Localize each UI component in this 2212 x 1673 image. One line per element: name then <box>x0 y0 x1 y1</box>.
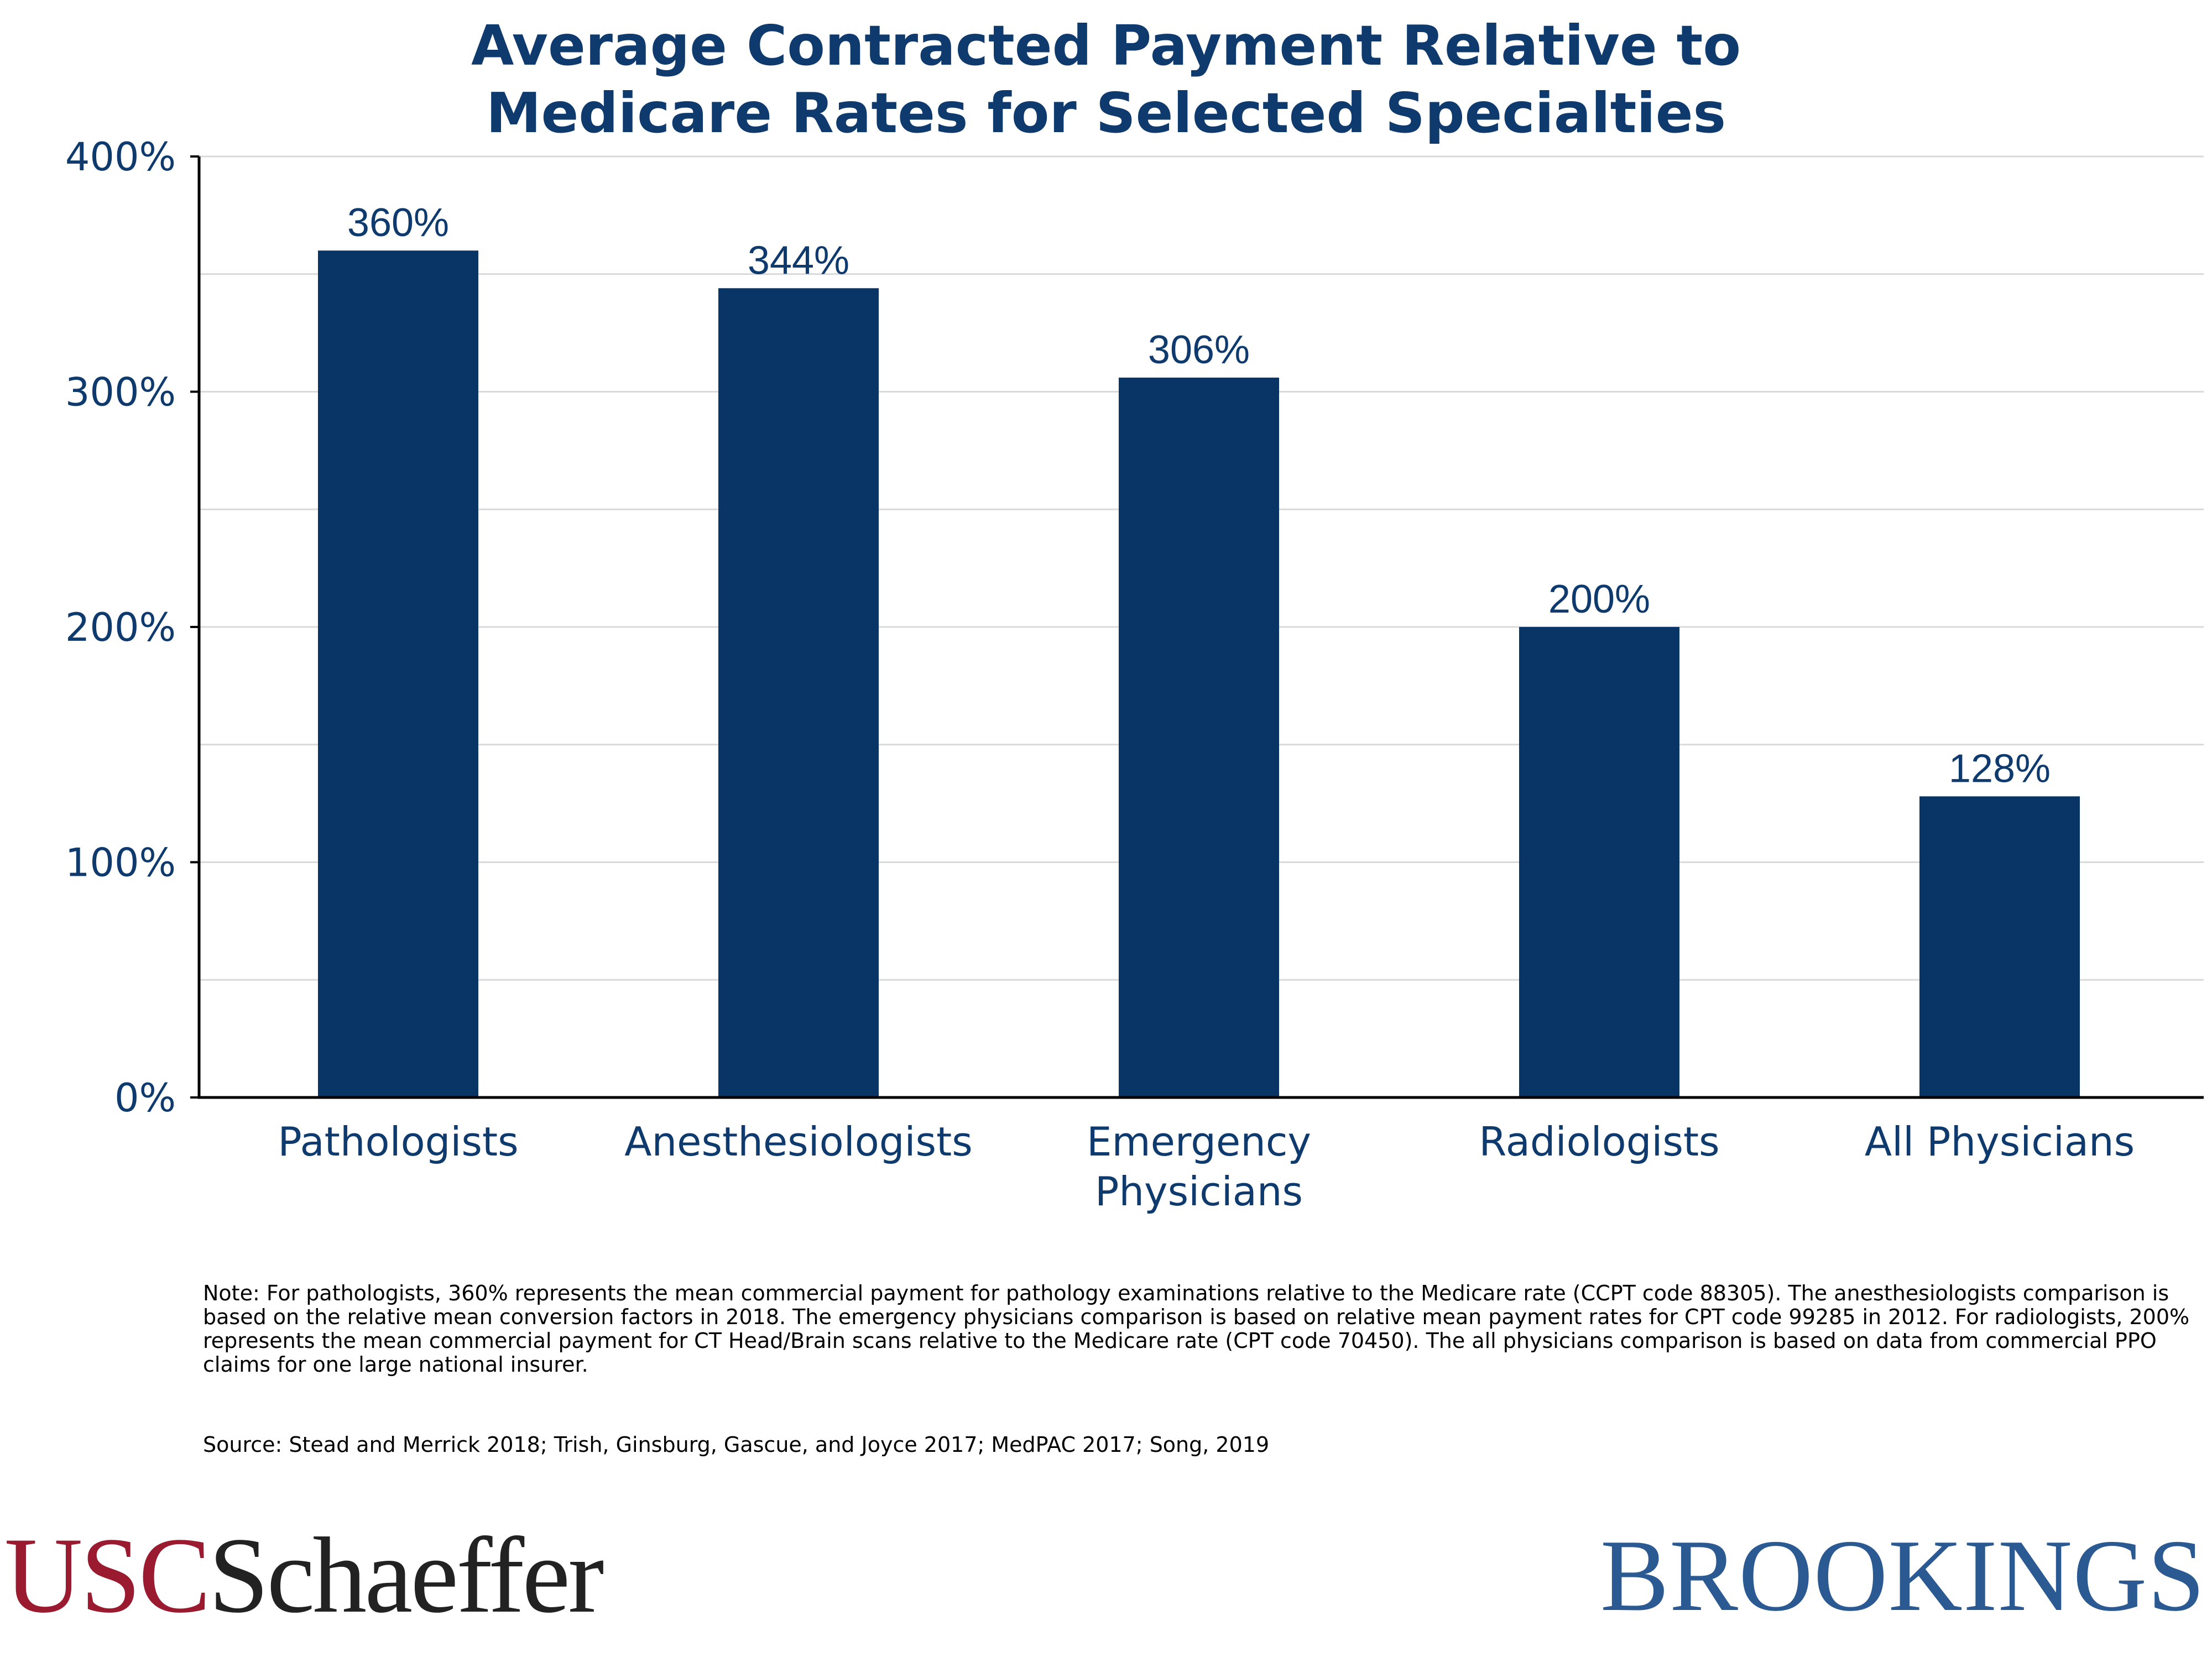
x-category-label-line: All Physicians <box>1865 1118 2135 1165</box>
bar-data-label: 344% <box>748 238 849 283</box>
x-category-label-line: Radiologists <box>1479 1118 1719 1165</box>
bar <box>318 250 478 1098</box>
schaeffer-logo-part: Schaeffer <box>208 1515 604 1635</box>
x-category-label-line: Physicians <box>1095 1168 1303 1215</box>
bar-chart: 0% 100% 200% 300% 400% 360% Pathologists 344% An… <box>65 134 2204 1215</box>
bar-data-label: 360% <box>347 201 449 245</box>
y-tick-label: 100% <box>65 840 176 886</box>
chart-source: Source: Stead and Merrick 2018; Trish, G… <box>203 1432 1270 1457</box>
bar-data-label: 128% <box>1949 746 2051 791</box>
brookings-logo: BROOKINGS <box>1600 1519 2205 1633</box>
bar-data-label: 200% <box>1548 577 1650 621</box>
bar <box>718 288 879 1097</box>
x-category-label-line: Emergency <box>1087 1118 1311 1165</box>
usc-schaeffer-logo: USCSchaeffer <box>4 1515 604 1637</box>
chart-note: Note: For pathologists, 360% represents … <box>203 1281 2190 1377</box>
chart-title-line-2: Medicare Rates for Selected Specialties <box>486 81 1726 145</box>
x-category-label-line: Anesthesiologists <box>624 1118 972 1165</box>
bar <box>1519 627 1679 1097</box>
chart-title-line-1: Average Contracted Payment Relative to <box>471 13 1741 78</box>
y-tick-label: 0% <box>114 1075 176 1121</box>
x-category-label: Radiologists <box>1479 1118 1719 1165</box>
usc-logo-part: USC <box>4 1515 211 1635</box>
bar <box>1119 377 1279 1097</box>
y-tick-label: 300% <box>65 370 176 415</box>
bar <box>1919 796 2080 1097</box>
x-category-label: Pathologists <box>278 1118 518 1165</box>
y-tick-label: 200% <box>65 605 176 650</box>
y-tick-label: 400% <box>65 134 176 180</box>
x-category-label: All Physicians <box>1865 1118 2135 1165</box>
x-category-label: Emergency Physicians <box>1087 1118 1311 1215</box>
bar-data-label: 306% <box>1148 328 1250 372</box>
chart-title: Average Contracted Payment Relative to M… <box>0 12 2212 147</box>
x-category-label-line: Pathologists <box>278 1118 518 1165</box>
x-category-label: Anesthesiologists <box>624 1118 972 1165</box>
